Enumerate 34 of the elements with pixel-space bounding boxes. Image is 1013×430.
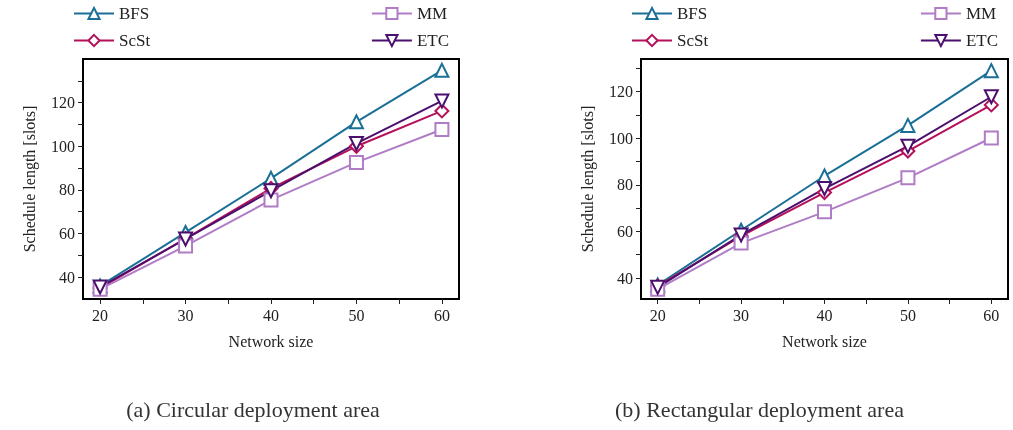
- x-tick-label: 40: [816, 306, 833, 324]
- legend-label: ETC: [965, 31, 998, 50]
- y-tick-label: 100: [609, 129, 633, 147]
- x-axis-title: Network size: [228, 332, 314, 350]
- x-tick-label: 60: [983, 306, 1000, 324]
- x-tick-label: 20: [92, 306, 109, 324]
- y-tick-label: 40: [59, 268, 75, 286]
- x-tick-label: 40: [263, 306, 279, 324]
- text: (b) Rectangular deployment area: [615, 396, 905, 422]
- y-tick-label: 60: [617, 222, 633, 240]
- legend-label: ETC: [416, 31, 449, 50]
- x-tick-label: 50: [899, 306, 916, 324]
- x-tick-label: 30: [733, 306, 750, 324]
- legend-label: ScSt: [677, 31, 709, 50]
- legend-label: MM: [416, 4, 448, 23]
- y-tick-label: 60: [59, 225, 75, 243]
- x-tick-label: 20: [649, 306, 666, 324]
- text: (a) Circular deployment area: [126, 396, 380, 422]
- x-axis-title: Network size: [782, 332, 867, 350]
- legend-label: MM: [965, 4, 997, 23]
- y-axis-title: Schedule length [slots]: [20, 105, 39, 253]
- y-axis-title: Schedule length [slots]: [578, 105, 597, 253]
- y-tick-label: 40: [617, 269, 633, 287]
- y-tick-label: 120: [51, 94, 75, 112]
- legend-label: BFS: [677, 4, 708, 23]
- x-tick-label: 50: [348, 306, 365, 324]
- x-tick-label: 60: [433, 306, 450, 324]
- y-tick-label: 80: [617, 176, 633, 194]
- y-tick-label: 120: [609, 83, 633, 101]
- legend-label: ScSt: [119, 31, 151, 50]
- x-tick-label: 30: [177, 306, 194, 324]
- y-tick-label: 100: [51, 137, 75, 155]
- legend-label: BFS: [119, 4, 150, 23]
- y-tick-label: 80: [59, 181, 75, 199]
